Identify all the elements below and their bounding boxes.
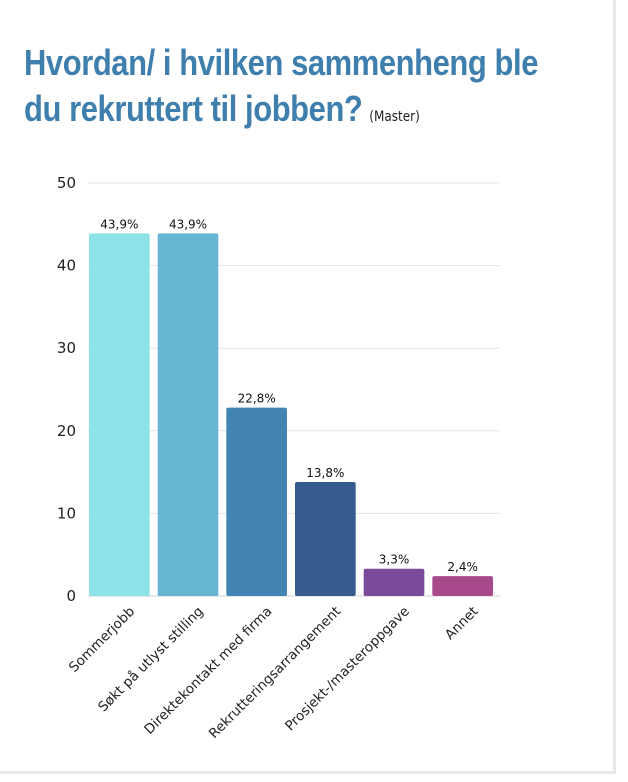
data-label: 2,4% (447, 560, 478, 574)
chart-title-line-2: du rekruttert til jobben? (Master) (24, 86, 523, 140)
y-tick-label: 50 (57, 174, 76, 192)
bar-3 (226, 407, 287, 596)
bar-4 (295, 482, 356, 596)
x-tick-label: Prosjekt-/masteroppgave (282, 604, 413, 735)
data-labels: 43,9% 43,9% 22,8% 13,8% 3,3% 2,4% (100, 217, 478, 574)
y-tick-label: 30 (57, 339, 76, 357)
data-label: 43,9% (100, 217, 138, 231)
chart-subtitle: (Master) (369, 109, 420, 125)
y-tick-label: 10 (57, 504, 76, 522)
bar-2 (157, 233, 219, 597)
data-label: 13,8% (306, 466, 344, 480)
chart-title-line-1: Hvordan/ i hvilken sammenheng ble (24, 42, 538, 83)
x-tick-label: Annet (442, 604, 482, 644)
chart-title: Hvordan/ i hvilken sammenheng ble du rek… (24, 40, 538, 140)
gridlines (88, 182, 500, 597)
y-tick-label: 40 (57, 257, 76, 275)
y-axis: 0 10 20 30 40 50 (57, 174, 76, 605)
bar-6 (432, 576, 493, 596)
y-tick-label: 20 (57, 422, 76, 440)
data-label: 43,9% (169, 217, 207, 231)
x-tick-label: Rekrutteringsarrangement (206, 604, 344, 742)
x-tick-label: Direktekontakt med firma (141, 604, 275, 738)
bar-5 (363, 568, 425, 596)
y-tick-label: 0 (66, 587, 76, 605)
bars (89, 233, 493, 597)
bar-1 (89, 233, 150, 597)
data-label: 3,3% (379, 553, 410, 567)
chart-title-line-2-text: du rekruttert til jobben? (24, 88, 363, 129)
data-label: 22,8% (238, 392, 276, 406)
x-tick-label: Sommerjobb (66, 604, 138, 676)
